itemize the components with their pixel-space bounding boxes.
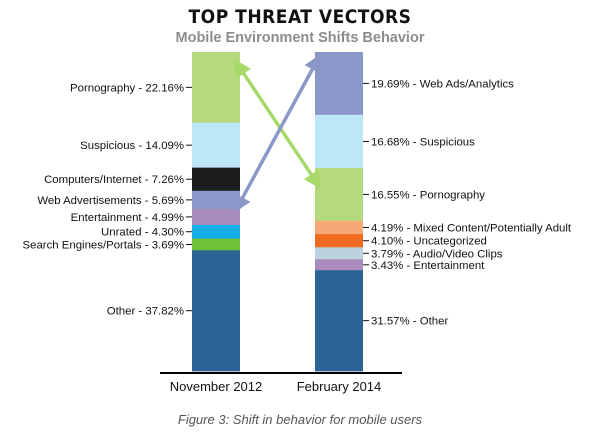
shift-arrow-web-advertisements-to-web-ads-analytics <box>234 53 321 213</box>
x-tick-label-november-2012: November 2012 <box>170 379 263 394</box>
bar-segment-november-2012-pornography <box>192 52 240 124</box>
bar-segment-november-2012-unrated <box>192 224 240 239</box>
data-label-november-2012-pornography: Pornography - 22.16% <box>70 82 184 94</box>
bar-segment-february-2014-entertainment <box>315 259 363 271</box>
data-label-february-2014-web-ads-analytics: 19.69% - Web Ads/Analytics <box>371 78 514 90</box>
x-tick-label-february-2014: February 2014 <box>297 379 382 394</box>
bar-segment-february-2014-uncategorized <box>315 234 363 248</box>
chart-title: TOP THREAT VECTORS <box>188 6 412 28</box>
bar-segment-november-2012-other <box>192 250 240 372</box>
labels-layer: Pornography - 22.16% Suspicious - 14.09% C… <box>23 78 572 394</box>
bar-segment-november-2012-computers-internet <box>192 167 240 192</box>
arrows-layer <box>234 53 321 213</box>
data-label-february-2014-mixed-content-potentially-adult: 4.19% - Mixed Content/Potentially Adult <box>371 223 572 235</box>
data-label-november-2012-computers-internet: Computers/Internet - 7.26% <box>44 174 184 186</box>
data-label-november-2012-other: Other - 37.82% <box>107 306 184 318</box>
bar-segment-november-2012-search-engines-portals <box>192 238 240 251</box>
data-label-february-2014-uncategorized: 4.10% - Uncategorized <box>371 236 487 248</box>
bar-segment-november-2012-entertainment <box>192 208 240 226</box>
figure-caption: Figure 3: Shift in behavior for mobile u… <box>177 412 423 427</box>
data-label-february-2014-other: 31.57% - Other <box>371 316 448 328</box>
bar-segment-february-2014-web-ads-analytics <box>315 52 363 116</box>
bar-segment-february-2014-mixed-content-potentially-adult <box>315 220 363 235</box>
bar-segment-november-2012-web-advertisements <box>192 190 240 210</box>
data-label-november-2012-search-engines-portals: Search Engines/Portals - 3.69% <box>23 239 184 251</box>
data-label-november-2012-suspicious: Suspicious - 14.09% <box>80 140 184 152</box>
data-label-november-2012-unrated: Unrated - 4.30% <box>101 227 184 239</box>
data-label-february-2014-entertainment: 3.43% - Entertainment <box>371 260 485 272</box>
data-label-february-2014-audio-video-clips: 3.79% - Audio/Video Clips <box>371 248 503 260</box>
chart-subtitle: Mobile Environment Shifts Behavior <box>175 30 425 46</box>
data-label-february-2014-suspicious: 16.68% - Suspicious <box>371 136 475 148</box>
bars-layer <box>192 52 363 372</box>
bar-segment-february-2014-pornography <box>315 168 363 222</box>
bar-segment-november-2012-suspicious <box>192 122 240 169</box>
bar-segment-february-2014-audio-video-clips <box>315 247 363 260</box>
bar-segment-february-2014-other <box>315 270 363 372</box>
data-label-november-2012-web-advertisements: Web Advertisements - 5.69% <box>37 195 184 207</box>
bar-segment-february-2014-suspicious <box>315 114 363 169</box>
data-label-february-2014-pornography: 16.55% - Pornography <box>371 189 485 201</box>
data-label-november-2012-entertainment: Entertainment - 4.99% <box>71 212 184 224</box>
